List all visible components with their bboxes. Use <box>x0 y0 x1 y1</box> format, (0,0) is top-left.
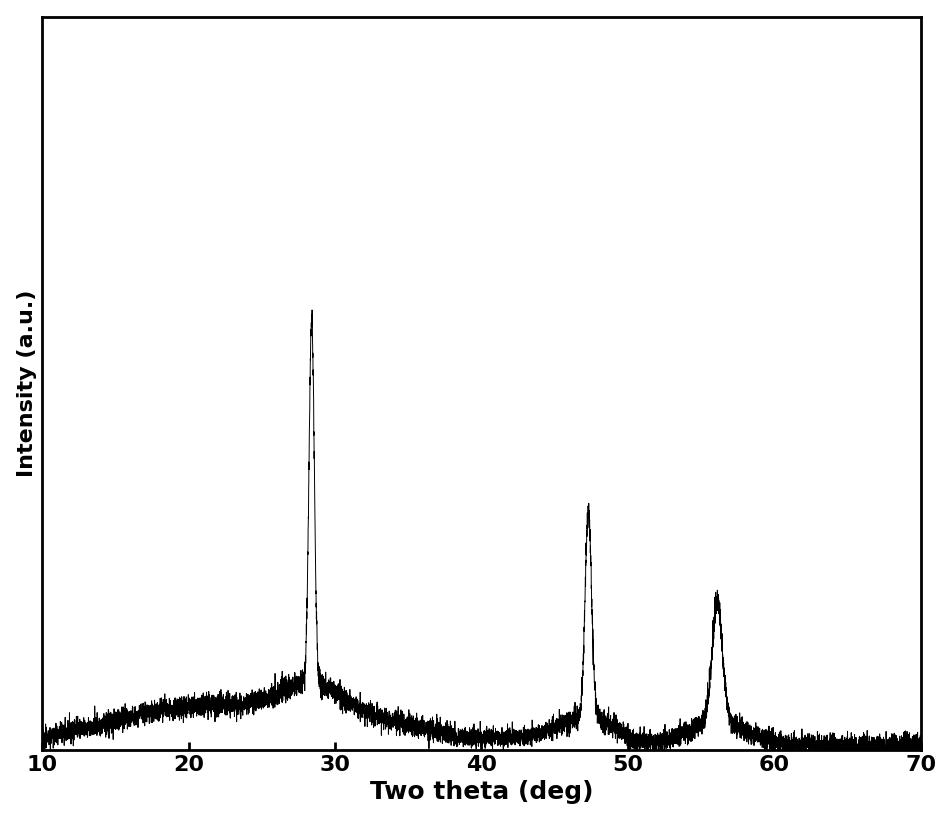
X-axis label: Two theta (deg): Two theta (deg) <box>369 780 593 805</box>
Y-axis label: Intensity (a.u.): Intensity (a.u.) <box>16 290 36 477</box>
